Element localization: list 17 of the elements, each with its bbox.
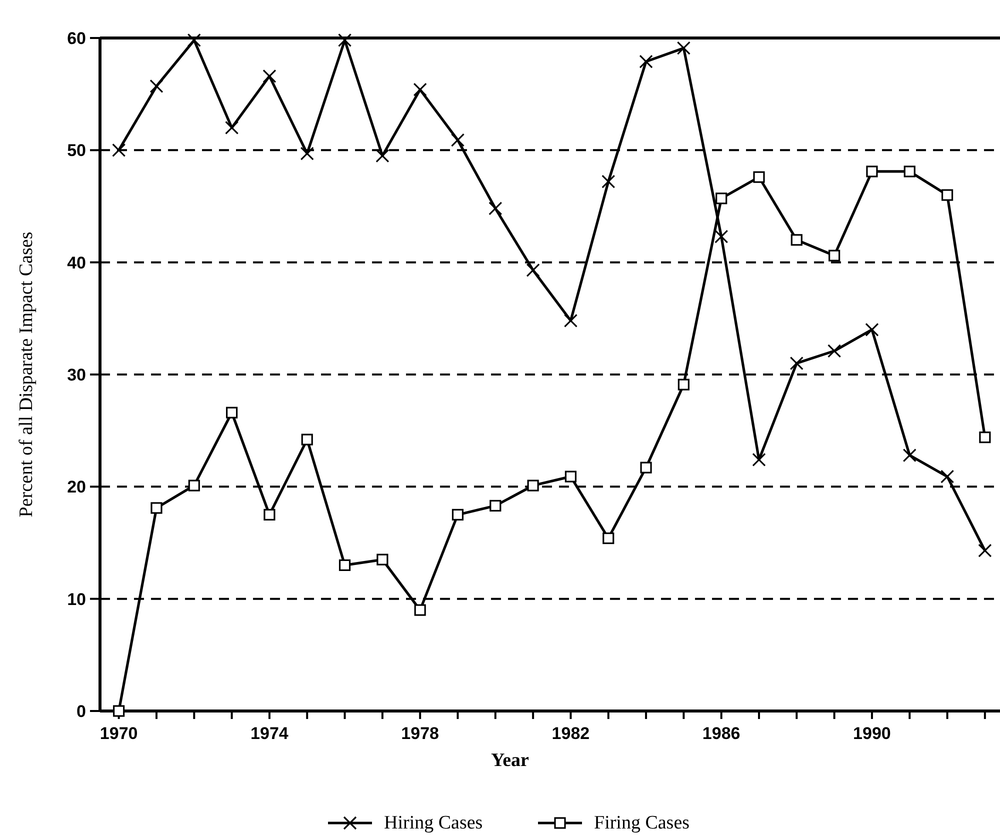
y-axis-title: Percent of all Disparate Impact Cases bbox=[16, 232, 37, 518]
y-tick-label: 30 bbox=[67, 365, 86, 384]
y-tick-label: 0 bbox=[76, 702, 86, 721]
y-tick-label: 40 bbox=[67, 253, 86, 272]
y-tick-label: 60 bbox=[67, 28, 86, 48]
legend-label: Firing Cases bbox=[594, 812, 690, 834]
y-tick-label: 50 bbox=[67, 141, 86, 160]
x-tick-label: 1974 bbox=[250, 724, 289, 743]
x-tick-label: 1986 bbox=[702, 724, 740, 743]
x-tick-label: 1990 bbox=[853, 724, 891, 743]
y-tick-label: 10 bbox=[67, 590, 86, 609]
y-tick-label: 20 bbox=[67, 478, 86, 497]
x-axis-title: Year bbox=[491, 750, 530, 771]
x-tick-label: 1978 bbox=[401, 724, 439, 743]
x-tick-label: 1970 bbox=[100, 724, 138, 743]
x-tick-label: 1982 bbox=[552, 724, 590, 743]
legend-label: Hiring Cases bbox=[384, 812, 483, 834]
